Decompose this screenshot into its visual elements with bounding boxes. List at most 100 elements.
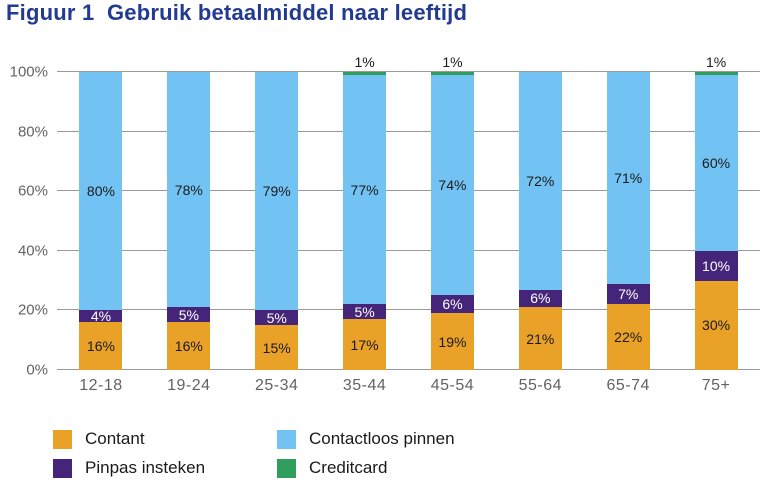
bar-value-label: 74% bbox=[438, 177, 467, 194]
y-tick-label-40: 40% bbox=[17, 242, 48, 260]
bar-12-18: 80% 4% 16% bbox=[79, 72, 123, 370]
bar-value-label: 19% bbox=[438, 333, 467, 350]
bar-value-label: 22% bbox=[614, 329, 643, 346]
figure-title: Figuur 1 Gebruik betaalmiddel naar leeft… bbox=[6, 0, 468, 25]
bar-segment-contactloos-pinnen: 78% bbox=[167, 72, 211, 308]
bar-slot-45-54: 1% 74% 6% 19% bbox=[409, 55, 497, 370]
bar-segment-contant: 30% bbox=[694, 280, 738, 370]
bar-slot-55-64: 72% 6% 21% bbox=[496, 72, 584, 370]
gridline-80 bbox=[57, 130, 760, 132]
x-tick-label-12-18: 12-18 bbox=[79, 377, 123, 394]
y-tick-label-100: 100% bbox=[9, 63, 48, 81]
bar-segment-pinpas-insteken: 5% bbox=[167, 306, 211, 323]
bar-value-label: 1% bbox=[442, 54, 463, 70]
gridline-40 bbox=[57, 249, 760, 251]
bar-segment-pinpas-insteken: 10% bbox=[694, 250, 738, 281]
bar-slot-65-74: 71% 7% 22% bbox=[584, 72, 672, 370]
bar-value-label: 5% bbox=[178, 306, 199, 323]
x-axis: 12-18 19-24 25-34 35-44 45-54 55-64 65-74 75+ bbox=[57, 377, 760, 395]
bar-value-label: 78% bbox=[174, 181, 203, 198]
bar-segment-contant: 21% bbox=[518, 307, 562, 370]
bar-value-label: 4% bbox=[90, 308, 112, 325]
bar-value-label: 10% bbox=[702, 257, 731, 274]
bar-segment-creditcard: 1% bbox=[343, 55, 387, 75]
x-tick-label-45-54: 45-54 bbox=[430, 377, 475, 394]
bar-65-74: 71% 7% 22% bbox=[606, 72, 650, 370]
legend: Contant Contactloos pinnen Pinpas insteken… bbox=[53, 429, 455, 478]
bar-value-label: 30% bbox=[702, 317, 731, 334]
legend-item-creditcard: Creditcard bbox=[277, 458, 455, 478]
bar-segment-contactloos-pinnen: 74% bbox=[430, 74, 474, 296]
bar-segment-pinpas-insteken: 6% bbox=[430, 295, 474, 314]
bar-value-label: 6% bbox=[530, 290, 551, 307]
bar-segment-pinpas-insteken: 6% bbox=[518, 289, 562, 308]
bars-container: 80% 4% 16% 78% 5% 16% 79% 5% 15% 1% 77% 5% 17% 1% 74% 6… bbox=[57, 55, 760, 370]
bar-value-label: 6% bbox=[442, 296, 463, 313]
legend-swatch bbox=[277, 458, 296, 478]
bar-segment-contactloos-pinnen: 60% bbox=[694, 74, 738, 251]
legend-item-contant: Contant bbox=[53, 429, 277, 449]
bar-segment-pinpas-insteken: 7% bbox=[606, 283, 650, 305]
y-axis: 0% 20% 40% 60% 80% 100% bbox=[0, 65, 48, 378]
bar-value-label: 1% bbox=[354, 54, 375, 70]
legend-label: Contactloos pinnen bbox=[309, 429, 455, 448]
bar-value-label: 15% bbox=[262, 339, 291, 356]
bar-slot-75+: 1% 60% 10% 30% bbox=[672, 55, 760, 370]
bar-segment-creditcard: 1% bbox=[430, 55, 474, 75]
bar-value-label: 77% bbox=[350, 181, 379, 198]
bar-45-54: 1% 74% 6% 19% bbox=[430, 55, 474, 370]
bar-slot-12-18: 80% 4% 16% bbox=[57, 72, 145, 370]
y-tick-label-60: 60% bbox=[17, 182, 48, 200]
y-tick-label-20: 20% bbox=[17, 301, 48, 319]
bar-segment-contant: 16% bbox=[79, 322, 123, 370]
bar-value-label: 17% bbox=[350, 336, 379, 353]
x-tick-label-75+: 75+ bbox=[701, 377, 731, 394]
bar-19-24: 78% 5% 16% bbox=[167, 72, 211, 370]
bar-75+: 1% 60% 10% 30% bbox=[694, 55, 738, 370]
bar-segment-contactloos-pinnen: 72% bbox=[518, 72, 562, 290]
bar-segment-pinpas-insteken: 5% bbox=[255, 309, 299, 326]
bar-segment-contant: 16% bbox=[167, 322, 211, 370]
gridline-20 bbox=[57, 309, 760, 311]
legend-label: Creditcard bbox=[309, 458, 388, 477]
bar-value-label: 21% bbox=[526, 330, 555, 347]
x-tick-label-55-64: 55-64 bbox=[518, 377, 563, 394]
bar-segment-contant: 22% bbox=[606, 304, 650, 370]
y-tick-label-80: 80% bbox=[17, 123, 48, 141]
bar-segment-contant: 15% bbox=[255, 325, 299, 370]
bar-segment-contant: 19% bbox=[430, 313, 474, 370]
bar-value-label: 1% bbox=[705, 54, 727, 70]
bar-segment-pinpas-insteken: 5% bbox=[343, 303, 387, 320]
bar-segment-contactloos-pinnen: 79% bbox=[255, 72, 299, 311]
bar-value-label: 79% bbox=[262, 183, 291, 200]
x-tick-label-25-34: 25-34 bbox=[254, 377, 299, 394]
bar-segment-pinpas-insteken: 4% bbox=[79, 308, 123, 325]
x-tick-label-65-74: 65-74 bbox=[606, 377, 650, 394]
gridline-60 bbox=[57, 190, 760, 192]
bar-55-64: 72% 6% 21% bbox=[518, 72, 562, 370]
bar-segment-creditcard: 1% bbox=[694, 55, 738, 75]
bar-value-label: 16% bbox=[86, 338, 115, 355]
bar-35-44: 1% 77% 5% 17% bbox=[343, 55, 387, 370]
bar-segment-contactloos-pinnen: 80% bbox=[79, 72, 123, 311]
bar-segment-contactloos-pinnen: 77% bbox=[343, 74, 387, 305]
x-tick-label-19-24: 19-24 bbox=[167, 377, 211, 394]
bar-25-34: 79% 5% 15% bbox=[255, 72, 299, 370]
legend-label: Pinpas insteken bbox=[85, 458, 206, 477]
bar-value-label: 80% bbox=[86, 183, 115, 200]
bar-value-label: 5% bbox=[266, 309, 287, 326]
bar-value-label: 7% bbox=[618, 286, 639, 302]
x-axis-line bbox=[57, 369, 760, 370]
bar-value-label: 72% bbox=[526, 172, 555, 189]
bar-value-label: 5% bbox=[354, 303, 375, 320]
y-tick-label-0: 0% bbox=[26, 361, 48, 379]
bar-slot-19-24: 78% 5% 16% bbox=[145, 72, 233, 370]
bar-slot-35-44: 1% 77% 5% 17% bbox=[321, 55, 409, 370]
bar-slot-25-34: 79% 5% 15% bbox=[233, 72, 321, 370]
bar-segment-contactloos-pinnen: 71% bbox=[606, 72, 650, 284]
bar-value-label: 60% bbox=[702, 154, 731, 171]
bar-value-label: 16% bbox=[174, 338, 203, 355]
bar-value-label: 71% bbox=[614, 169, 643, 186]
legend-item-contactloos-pinnen: Contactloos pinnen bbox=[277, 429, 455, 449]
